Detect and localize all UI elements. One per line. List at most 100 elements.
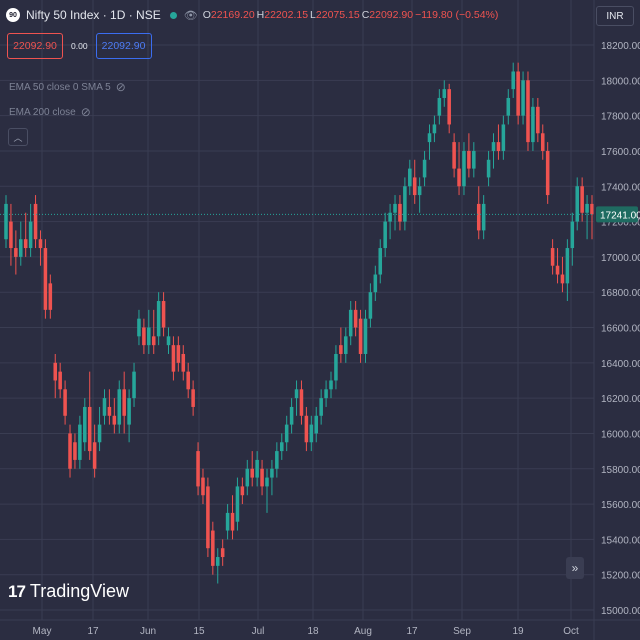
candle-body [550,248,555,266]
candle [353,301,358,337]
candle-body [501,124,506,151]
candle [329,371,333,399]
candle-body [417,186,422,196]
candle-body [486,159,491,178]
candle-body [319,398,323,416]
candle [87,371,92,460]
double-chevron-right-icon: » [571,561,579,575]
candle-body [83,406,87,443]
x-tick-label: 18 [307,626,319,637]
scroll-to-realtime-button[interactable]: » [566,557,584,579]
y-tick-label: 16200.00 [601,394,640,405]
candle [265,468,269,513]
x-tick-label: Jun [140,626,156,637]
candle [83,398,87,452]
plot-area[interactable] [0,0,594,620]
candle [48,274,53,319]
trade-buttons: 22092.90 0.00 22092.90 [7,33,152,59]
candle-body [309,424,314,443]
candle-body [590,203,594,215]
candle [284,415,289,452]
candle-body [358,318,363,354]
tradingview-logo-mark: 17 [8,581,26,601]
collapse-legend-button[interactable]: ︿ [8,128,28,146]
tradingview-logo[interactable]: 17 TradingView [8,581,129,602]
candle [432,115,437,143]
candle [304,406,309,452]
candle-body [442,89,447,98]
candle [28,203,33,257]
candle [166,327,171,354]
candle-body [373,274,378,293]
candle-body [329,380,333,390]
candle [176,336,181,372]
eye-icon[interactable]: 👁 [183,9,198,22]
candle-body [33,203,38,240]
symbol-logo-icon: 90 [6,8,20,22]
eye-off-icon[interactable]: ⊘ [80,105,91,119]
candle-body [107,406,112,416]
candle-body [186,371,190,390]
candle-body [437,97,442,116]
candle [181,345,186,381]
indicator-ema50[interactable]: EMA 50 close 0 SMA 5 ⊘ [9,80,126,94]
candle [422,150,427,187]
candle-body [344,336,348,354]
y-tick-label: 15200.00 [601,571,640,582]
candle [255,451,259,487]
candle [555,248,560,284]
candle [516,62,520,125]
candle [156,292,161,346]
indicator-ema200[interactable]: EMA 200 close ⊘ [9,105,91,119]
candle-body [432,124,437,134]
sell-button[interactable]: 22092.90 [7,33,63,59]
candle-body [112,415,117,425]
candle [215,548,220,584]
candle [151,309,156,354]
time-axis[interactable]: May 17 Jun 15 Jul 18 Aug 17 Sep 19 Oct [33,626,579,637]
candle-body [363,318,368,354]
candle [334,345,338,390]
candle-body [462,150,466,187]
market-status-dot-icon [169,11,177,19]
eye-off-icon[interactable]: ⊘ [115,80,126,94]
candle [260,459,264,496]
buy-button[interactable]: 22092.90 [95,33,152,59]
symbol-title[interactable]: Nifty 50 Index · 1D · NSE [26,8,161,22]
candle [506,89,511,125]
y-tick-label: 16800.00 [601,288,640,299]
currency-select[interactable]: INR [596,6,634,26]
candle [373,265,378,302]
candle-body [334,353,338,381]
candle-body [457,168,461,187]
candle-body [353,309,358,328]
candle [526,71,530,151]
candle-body [570,221,575,249]
candle [368,283,373,328]
candle-body [220,548,225,558]
candle [211,521,215,575]
price-axis[interactable]: 18200.00 18000.00 17800.00 17600.00 17400.00… [601,41,640,617]
candle-body [299,389,304,416]
candle [275,442,279,478]
candle-body [427,133,432,143]
x-tick-label: Oct [563,626,579,637]
y-tick-label: 18000.00 [601,76,640,87]
candle [309,415,314,452]
y-tick-label: 15400.00 [601,535,640,546]
candle-body [540,133,545,151]
candle-body [422,159,427,178]
symbol-legend[interactable]: 90 Nifty 50 Index · 1D · NSE 👁 O 22169.20… [6,5,500,25]
candle-body [245,468,250,487]
candle-body [481,203,486,231]
candle [92,424,97,478]
candles [4,62,594,584]
candle [206,477,210,558]
chevron-up-icon: ︿ [13,132,23,143]
candle-body [102,398,107,416]
candle [447,83,451,134]
y-tick-label: 17200.00 [601,218,640,229]
candle [481,195,486,240]
candle [122,371,126,434]
